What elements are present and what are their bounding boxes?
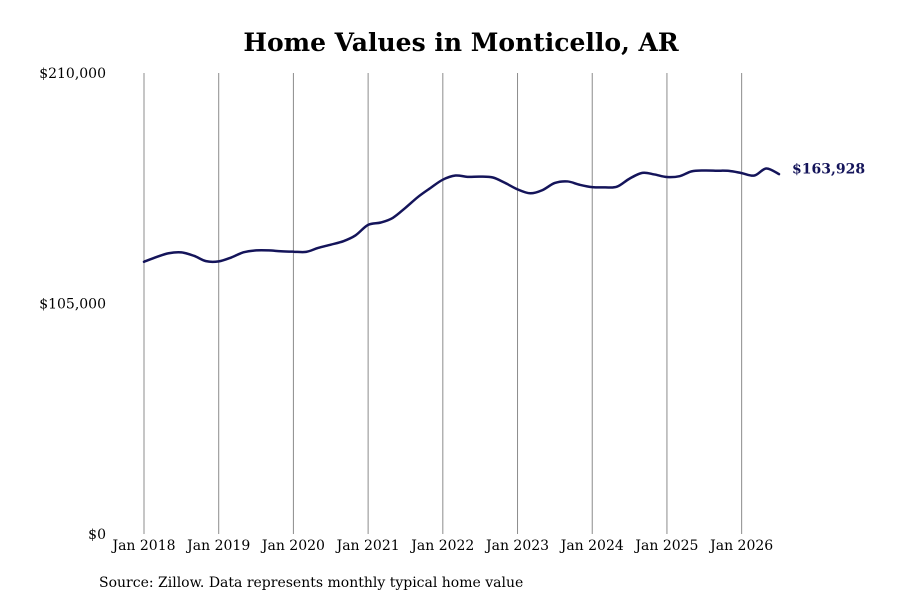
end-value-label: $163,928 [792, 162, 865, 178]
x-tick-label: Jan 2023 [484, 538, 549, 554]
x-tick-label: Jan 2018 [110, 538, 175, 554]
x-tick-label: Jan 2024 [559, 538, 624, 554]
x-tick-label: Jan 2022 [409, 538, 474, 554]
x-tick-label: Jan 2026 [708, 538, 773, 554]
x-tick-label: Jan 2025 [633, 538, 698, 554]
y-tick-label: $210,000 [39, 66, 106, 82]
source-note: Source: Zillow. Data represents monthly … [99, 575, 523, 591]
y-axis-ticks: $0 $105,000 $210,000 [39, 66, 106, 543]
x-tick-label: Jan 2019 [185, 538, 250, 554]
y-tick-label: $0 [88, 527, 106, 543]
chart-title: Home Values in Monticello, AR [243, 28, 679, 57]
series-line-home-value [142, 167, 781, 264]
x-axis-ticks: Jan 2018 Jan 2019 Jan 2020 Jan 2021 Jan 2022… [110, 538, 773, 554]
x-tick-label: Jan 2020 [260, 538, 325, 554]
y-tick-label: $105,000 [39, 297, 106, 313]
x-tick-label: Jan 2021 [335, 538, 400, 554]
grid-lines [143, 73, 743, 534]
